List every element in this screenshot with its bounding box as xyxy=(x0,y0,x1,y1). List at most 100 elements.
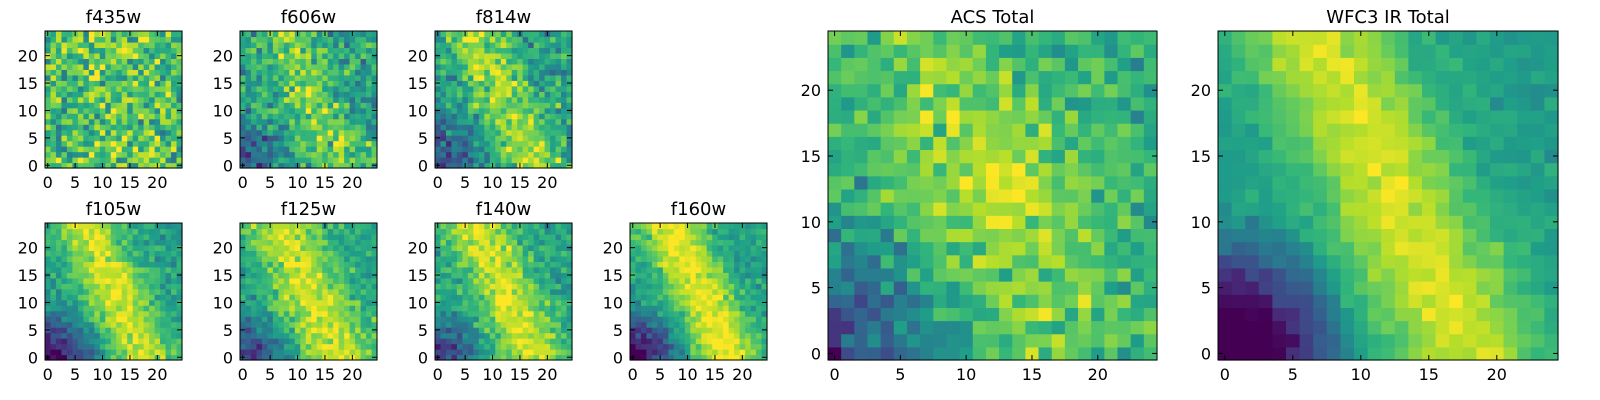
heatmap-cell xyxy=(72,321,79,328)
heatmap-cell xyxy=(61,151,68,158)
heatmap-cell xyxy=(83,261,90,268)
heatmap-cell xyxy=(66,58,73,65)
heatmap-cell xyxy=(435,343,442,350)
heatmap-cell xyxy=(165,74,172,81)
heatmap-cell xyxy=(240,283,247,290)
heatmap-cell xyxy=(149,343,156,350)
heatmap-cell xyxy=(1012,241,1026,256)
heatmap-cell xyxy=(528,129,535,136)
heatmap-cell xyxy=(555,294,562,301)
heatmap-cell xyxy=(311,74,318,81)
heatmap-cell xyxy=(333,36,340,43)
heatmap-cell xyxy=(473,107,480,114)
heatmap-cell xyxy=(94,129,101,136)
heatmap-cell xyxy=(267,69,274,76)
heatmap-cell xyxy=(77,31,84,38)
heatmap-cell xyxy=(360,124,367,131)
heatmap-cell xyxy=(267,288,274,295)
heatmap-cell xyxy=(690,266,697,273)
heatmap-cell xyxy=(695,321,702,328)
heatmap-cell xyxy=(841,281,855,295)
heatmap-cell xyxy=(66,162,73,169)
heatmap-cell xyxy=(72,41,79,49)
heatmap-cell xyxy=(1143,333,1158,348)
heatmap-cell xyxy=(467,58,474,65)
heatmap-cell xyxy=(717,250,724,257)
heatmap-cell xyxy=(116,47,123,54)
heatmap-cell xyxy=(61,129,68,136)
heatmap-cell xyxy=(561,244,568,251)
heatmap-cell xyxy=(484,63,491,70)
heatmap-cell xyxy=(267,327,274,334)
heatmap-cell xyxy=(489,63,496,70)
heatmap-cell xyxy=(528,63,535,70)
heatmap-cell xyxy=(484,140,491,147)
heatmap-cell xyxy=(506,91,513,98)
heatmap-cell xyxy=(83,349,90,356)
heatmap-cell xyxy=(371,146,378,153)
heatmap-cell xyxy=(338,332,345,339)
heatmap-cell xyxy=(478,162,485,169)
heatmap-cell xyxy=(1078,202,1092,216)
heatmap-cell xyxy=(728,294,735,301)
heatmap-cell xyxy=(105,107,112,114)
heatmap-cell xyxy=(305,288,312,295)
heatmap-cell xyxy=(256,266,263,273)
heatmap-cell xyxy=(300,151,307,158)
heatmap-cell xyxy=(533,283,540,290)
heatmap-cell xyxy=(550,124,557,131)
heatmap-cell xyxy=(154,338,161,345)
heatmap-cell xyxy=(695,255,702,262)
heatmap-cell xyxy=(734,261,741,268)
heatmap-cell xyxy=(333,58,340,65)
heatmap-cell xyxy=(327,118,334,125)
heatmap-cell xyxy=(294,250,301,257)
heatmap-cell xyxy=(99,69,106,76)
heatmap-cell xyxy=(344,305,351,312)
heatmap-cell xyxy=(55,63,63,70)
heatmap-cell xyxy=(289,255,296,262)
heatmap-cell xyxy=(305,272,312,279)
heatmap-cell xyxy=(338,321,345,328)
heatmap-cell xyxy=(445,58,453,65)
heatmap-cell xyxy=(511,321,518,328)
heatmap-cell xyxy=(533,244,540,251)
heatmap-cell xyxy=(88,135,95,142)
heatmap-cell xyxy=(511,310,518,317)
heatmap-cell xyxy=(105,47,112,54)
heatmap-cell xyxy=(533,321,540,328)
heatmap-cell xyxy=(723,283,730,290)
heatmap-cell xyxy=(127,316,134,323)
heatmap-cell xyxy=(311,305,318,312)
heatmap-cell xyxy=(250,107,258,114)
x-tick-label: 10 xyxy=(482,173,502,192)
heatmap-cell xyxy=(176,63,183,70)
heatmap-cell xyxy=(110,310,117,317)
heatmap-cell xyxy=(635,288,642,295)
heatmap-cell xyxy=(511,233,518,241)
heatmap-cell xyxy=(528,228,535,235)
heatmap-cell xyxy=(272,321,279,328)
heatmap-cell xyxy=(506,261,513,268)
x-tick-label: 20 xyxy=(342,173,362,192)
heatmap-cell xyxy=(110,250,117,257)
heatmap-cell xyxy=(121,151,128,158)
heatmap-cell xyxy=(500,41,507,49)
heatmap-cell xyxy=(245,255,252,262)
heatmap-cell xyxy=(366,102,373,109)
heatmap-cell xyxy=(706,272,713,279)
heatmap-cell xyxy=(154,239,161,246)
heatmap-cell xyxy=(50,283,57,290)
x-tick-label: 15 xyxy=(120,173,140,192)
heatmap-cell xyxy=(240,69,247,76)
heatmap-cell xyxy=(451,96,458,103)
heatmap-cell xyxy=(138,266,145,273)
heatmap-cell xyxy=(550,277,557,284)
heatmap-cell xyxy=(349,41,356,49)
x-tick-label: 10 xyxy=(287,173,307,192)
heatmap-cell xyxy=(484,223,491,230)
heatmap-cell xyxy=(360,91,367,98)
heatmap-cell xyxy=(160,151,167,158)
heatmap-cell xyxy=(467,85,474,92)
heatmap-cell xyxy=(684,332,691,339)
